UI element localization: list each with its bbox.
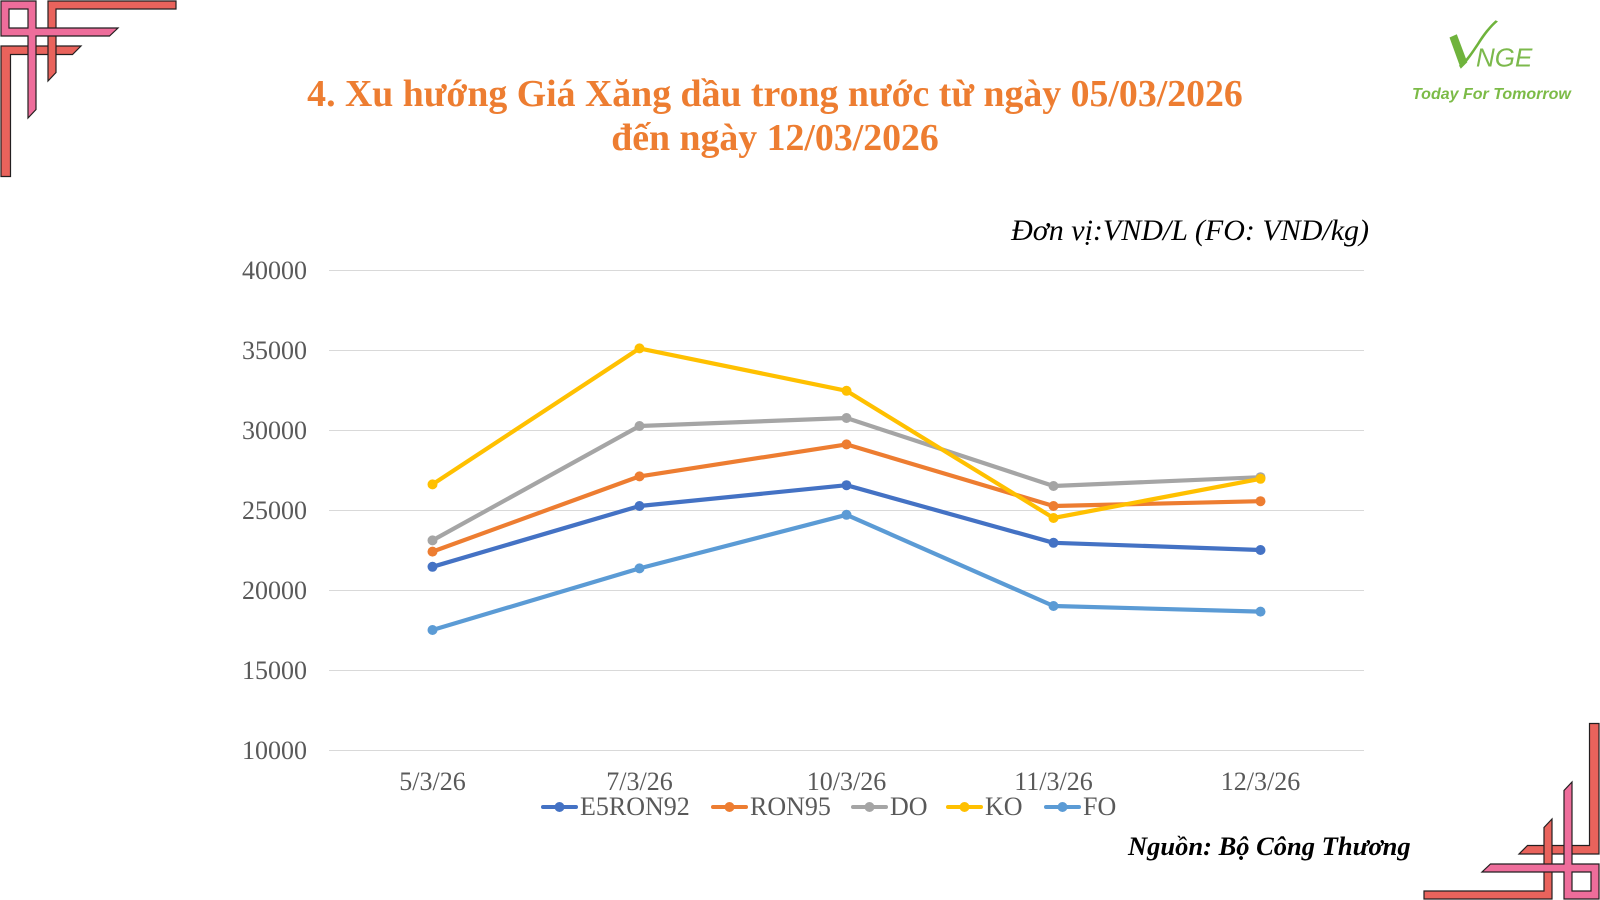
- svg-text:10/3/26: 10/3/26: [807, 767, 886, 796]
- svg-text:DO: DO: [890, 792, 928, 821]
- svg-text:25000: 25000: [242, 496, 307, 525]
- svg-text:30000: 30000: [242, 416, 307, 445]
- svg-text:40000: 40000: [242, 256, 307, 285]
- svg-text:12/3/26: 12/3/26: [1221, 767, 1300, 796]
- svg-text:RON95: RON95: [750, 792, 831, 821]
- svg-text:10000: 10000: [242, 736, 307, 765]
- svg-text:35000: 35000: [242, 336, 307, 365]
- svg-text:NGE: NGE: [1476, 43, 1533, 73]
- svg-text:4. Xu hướng Giá Xăng dầu trong: 4. Xu hướng Giá Xăng dầu trong nước từ n…: [307, 73, 1243, 115]
- svg-text:Đơn vị:VND/L (FO: VND/kg): Đơn vị:VND/L (FO: VND/kg): [1010, 214, 1369, 247]
- svg-text:5/3/26: 5/3/26: [399, 767, 465, 796]
- svg-text:FO: FO: [1083, 792, 1116, 821]
- svg-text:KO: KO: [985, 792, 1023, 821]
- svg-text:Today For Tomorrow: Today For Tomorrow: [1412, 86, 1572, 103]
- svg-text:E5RON92: E5RON92: [580, 792, 690, 821]
- svg-text:Nguồn: Bộ Công Thương: Nguồn: Bộ Công Thương: [1127, 831, 1411, 861]
- svg-text:7/3/26: 7/3/26: [606, 767, 672, 796]
- svg-text:đến ngày 12/03/2026: đến ngày 12/03/2026: [611, 117, 939, 159]
- svg-text:15000: 15000: [242, 656, 307, 685]
- svg-text:20000: 20000: [242, 576, 307, 605]
- svg-text:11/3/26: 11/3/26: [1014, 767, 1092, 796]
